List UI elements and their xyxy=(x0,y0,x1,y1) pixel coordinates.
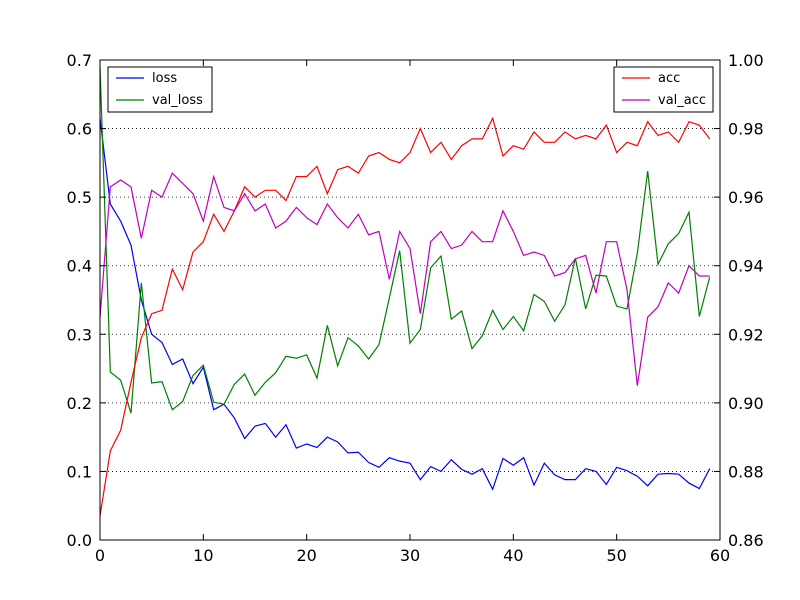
x-tick-label: 20 xyxy=(296,546,316,565)
series-line-acc xyxy=(99,116,711,517)
x-tick-label: 50 xyxy=(606,546,626,565)
axis-ticks: 0 10 20 30 40 50 60 0.0 0.1 0.2 0.3 0.4 0.5 0.6 0.7 0.8… xyxy=(67,51,764,565)
series-line-val-loss xyxy=(99,66,711,414)
plot-area xyxy=(100,60,720,540)
legend-label-loss: loss xyxy=(152,71,177,86)
y-left-tick-label: 0.1 xyxy=(67,462,92,481)
grid-lines xyxy=(100,128,720,472)
legend-left: loss val_loss xyxy=(107,66,213,113)
y-right-tick-label: 0.90 xyxy=(728,394,764,413)
series-lines xyxy=(99,66,711,517)
series-line-loss xyxy=(99,118,711,491)
y-right-tick-label: 0.92 xyxy=(728,325,764,344)
y-left-tick-label: 0.6 xyxy=(67,120,92,139)
y-right-tick-label: 0.94 xyxy=(728,257,764,276)
y-left-tick-label: 0.7 xyxy=(67,51,92,70)
x-tick-label: 30 xyxy=(400,546,420,565)
y-right-tick-label: 1.00 xyxy=(728,51,764,70)
x-tick-label: 10 xyxy=(193,546,213,565)
y-right-tick-label: 0.96 xyxy=(728,188,764,207)
y-right-tick-label: 0.86 xyxy=(728,531,764,550)
y-right-tick-label: 0.88 xyxy=(728,462,764,481)
legend-right-frame xyxy=(613,66,714,113)
y-left-tick-label: 0.2 xyxy=(67,394,92,413)
y-left-tick-label: 0.4 xyxy=(67,257,92,276)
legend-label-val-loss: val_loss xyxy=(152,93,203,108)
y-right-tick-label: 0.98 xyxy=(728,120,764,139)
legend-left-frame xyxy=(107,66,213,113)
legend-right: acc val_acc xyxy=(613,66,714,113)
y-left-tick-label: 0.5 xyxy=(67,188,92,207)
legend-label-acc: acc xyxy=(658,71,680,86)
x-tick-label: 0 xyxy=(95,546,105,565)
x-tick-label: 60 xyxy=(710,546,730,565)
y-left-tick-label: 0.3 xyxy=(67,325,92,344)
x-tick-label: 40 xyxy=(503,546,523,565)
series-line-val-acc xyxy=(99,172,710,386)
legend-label-val-acc: val_acc xyxy=(658,93,706,108)
y-left-tick-label: 0.0 xyxy=(67,531,92,550)
